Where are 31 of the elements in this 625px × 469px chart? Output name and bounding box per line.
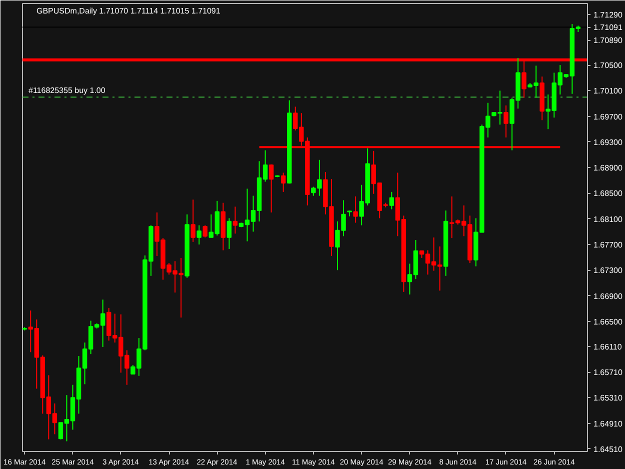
candlestick xyxy=(353,196,358,224)
y-tick-label: 1.71290 xyxy=(594,10,623,20)
ref-line-label: 1.71091 xyxy=(594,23,623,32)
y-tick-label: 1.69700 xyxy=(594,112,623,122)
candlestick xyxy=(504,104,508,138)
ref-line-label: #116825355 buy 1.00 xyxy=(28,86,106,96)
chart-title: GBPUSDm,Daily 1.71070 1.71114 1.71015 1.71091 xyxy=(36,6,221,16)
y-tick-label: 1.67300 xyxy=(594,266,623,276)
candlestick xyxy=(196,224,202,245)
y-tick-label: 1.70500 xyxy=(594,61,623,70)
candlestick xyxy=(268,164,274,213)
candlestick xyxy=(202,224,208,238)
y-tick-label: 1.68100 xyxy=(594,214,623,224)
y-tick-label: 1.66110 xyxy=(594,342,622,352)
y-tick-label: 1.64510 xyxy=(594,444,623,454)
y-tick-label: 1.64910 xyxy=(594,419,623,428)
candlestick xyxy=(232,206,238,234)
candlestick xyxy=(389,191,394,210)
y-tick-label: 1.66500 xyxy=(594,317,623,326)
y-tick-label: 1.68900 xyxy=(594,164,623,173)
y-tick-label: 1.68500 xyxy=(594,189,623,198)
y-tick-label: 1.67700 xyxy=(594,240,623,250)
y-tick-label: 1.70100 xyxy=(594,86,623,96)
y-tick-label: 1.66900 xyxy=(594,292,623,301)
y-tick-label: 1.69300 xyxy=(594,138,623,147)
y-tick-label: 1.70890 xyxy=(594,36,623,46)
candlestick xyxy=(190,199,196,242)
candlestick xyxy=(280,172,286,192)
candlestick xyxy=(226,218,232,250)
y-tick-label: 1.65710 xyxy=(594,368,623,378)
y-tick-label: 1.65310 xyxy=(594,394,623,403)
